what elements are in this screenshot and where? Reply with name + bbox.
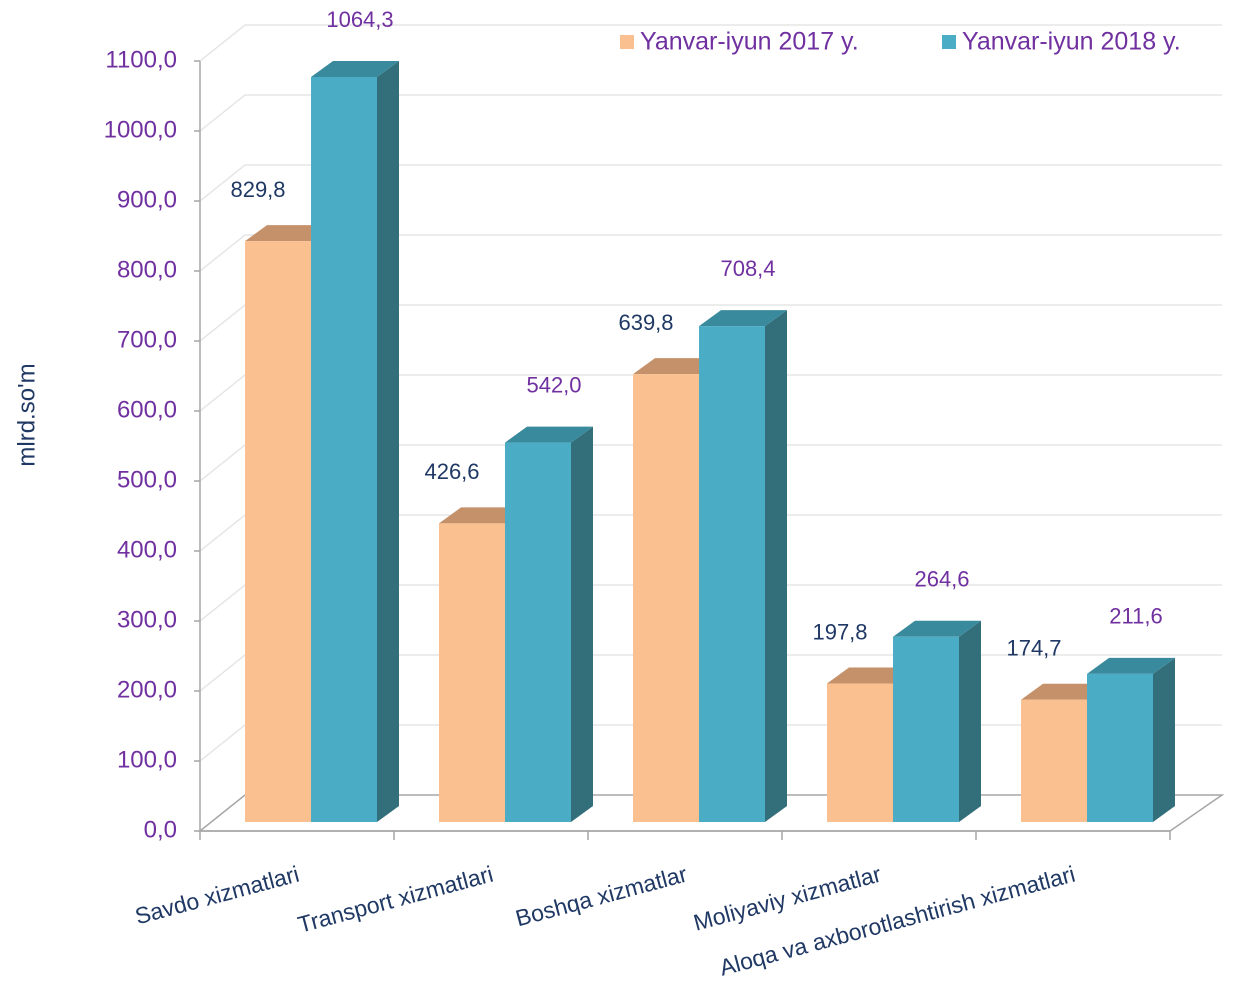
y-tick-label: 0,0: [144, 816, 177, 843]
axis-label: mlrd.so'm: [13, 363, 40, 466]
bar-top: [893, 620, 981, 637]
legend-label: Yanvar-iyun 2017 y.: [640, 28, 859, 56]
y-tick-label: 100,0: [117, 746, 177, 773]
value-label: 639,8: [618, 310, 673, 335]
bar: [311, 76, 377, 823]
bar-top: [1087, 657, 1175, 674]
bar-side: [765, 310, 787, 822]
bar-side: [959, 620, 981, 822]
grid-line: [199, 94, 1222, 132]
y-tick-label: 300,0: [117, 606, 177, 633]
bar: [245, 241, 311, 822]
bar: [1021, 699, 1087, 822]
x-tick-label: Boshqa xizmatlar: [513, 861, 690, 932]
y-tick-label: 1100,0: [105, 46, 177, 73]
value-label: 1064,3: [326, 7, 393, 32]
grid-line: [199, 164, 1222, 202]
value-label: 264,6: [914, 567, 969, 592]
bar: [893, 636, 959, 822]
bar: [827, 683, 893, 822]
bar-side: [1153, 657, 1175, 822]
value-label: 542,0: [526, 372, 581, 397]
bar-top: [505, 426, 593, 443]
y-tick-label: 800,0: [117, 256, 177, 283]
bar-top: [699, 310, 787, 327]
bar-side: [377, 60, 399, 823]
y-tick-label: 600,0: [117, 396, 177, 423]
value-label: 174,7: [1006, 636, 1061, 661]
bar: [633, 374, 699, 822]
value-label: 426,6: [424, 459, 479, 484]
y-tick-label: 400,0: [117, 536, 177, 563]
legend-swatch: [942, 35, 956, 49]
grid-line: [199, 24, 1222, 62]
value-label: 197,8: [812, 619, 867, 644]
grid-line: [199, 234, 1222, 272]
y-tick-label: 900,0: [117, 186, 177, 213]
value-label: 829,8: [230, 177, 285, 202]
legend-label: Yanvar-iyun 2018 y.: [962, 28, 1181, 56]
value-label: 211,6: [1109, 604, 1162, 629]
y-tick-label: 500,0: [117, 466, 177, 493]
x-tick-label: Savdo xizmatlari: [132, 861, 302, 930]
bar-top: [311, 60, 399, 77]
bar-side: [571, 426, 593, 822]
bar: [439, 523, 505, 822]
y-tick-label: 1000,0: [104, 116, 177, 143]
y-tick-label: 200,0: [117, 676, 177, 703]
x-tick-label: Aloqa va axborotlashtirish xizmatlari: [717, 861, 1078, 981]
bar: [699, 326, 765, 822]
x-tick-label: Transport xizmatlari: [295, 861, 496, 938]
y-tick-label: 700,0: [117, 326, 177, 353]
value-label: 708,4: [720, 256, 775, 281]
legend-swatch: [620, 35, 634, 49]
bar: [1087, 673, 1153, 822]
bar: [505, 442, 571, 822]
